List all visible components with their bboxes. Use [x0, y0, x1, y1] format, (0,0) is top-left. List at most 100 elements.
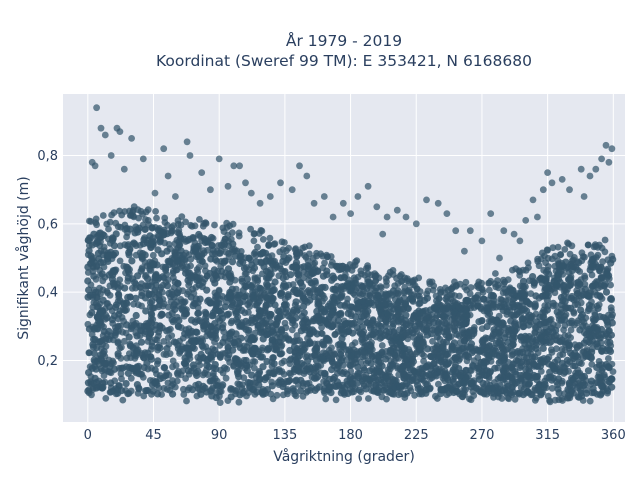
scatter-point-outlier — [383, 213, 391, 221]
scatter-point — [601, 236, 609, 244]
scatter-point — [445, 359, 453, 367]
scatter-point — [575, 259, 583, 267]
scatter-point — [109, 279, 117, 287]
scatter-point — [497, 295, 505, 303]
x-tick-label: 135 — [272, 428, 297, 443]
scatter-point — [249, 295, 257, 303]
scatter-point — [539, 309, 547, 317]
scatter-point — [500, 300, 508, 309]
scatter-point — [513, 308, 521, 316]
scatter-point — [523, 354, 531, 362]
scatter-point — [337, 311, 345, 319]
scatter-point — [143, 322, 151, 330]
scatter-point — [329, 322, 337, 330]
scatter-point — [112, 230, 120, 238]
scatter-point — [309, 254, 317, 262]
scatter-point — [148, 310, 156, 318]
scatter-point — [276, 248, 284, 256]
scatter-point — [144, 349, 152, 357]
scatter-point — [154, 390, 162, 398]
scatter-point — [110, 268, 119, 276]
scatter-point — [93, 293, 101, 301]
scatter-point — [347, 361, 355, 369]
scatter-point — [240, 264, 249, 272]
scatter-point-outlier — [339, 199, 347, 207]
scatter-point — [216, 351, 224, 359]
scatter-point — [224, 265, 233, 273]
scatter-point — [386, 346, 394, 354]
scatter-point — [341, 320, 349, 328]
scatter-point — [419, 309, 427, 317]
scatter-point — [571, 362, 579, 370]
scatter-point — [259, 363, 267, 371]
scatter-point — [430, 359, 438, 368]
scatter-point — [469, 362, 477, 370]
scatter-point — [105, 252, 113, 260]
scatter-points — [84, 104, 617, 406]
scatter-point — [156, 297, 164, 305]
scatter-point — [259, 319, 267, 327]
scatter-point — [129, 317, 137, 325]
scatter-point — [598, 330, 606, 338]
scatter-point — [533, 318, 541, 326]
scatter-point — [193, 371, 201, 380]
scatter-point — [593, 363, 601, 372]
scatter-point — [328, 366, 336, 374]
scatter-point — [255, 376, 264, 384]
scatter-point — [479, 286, 486, 294]
scatter-point — [196, 216, 203, 223]
scatter-point — [337, 274, 345, 282]
scatter-point — [152, 378, 160, 386]
scatter-point — [467, 396, 475, 404]
scatter-point — [156, 236, 164, 245]
scatter-point — [529, 360, 537, 368]
scatter-point — [287, 271, 295, 279]
scatter-point — [354, 363, 362, 371]
scatter-point — [396, 296, 404, 304]
scatter-point — [228, 258, 237, 266]
scatter-point — [454, 315, 462, 323]
chart-title-line2: Koordinat (Sweref 99 TM): E 353421, N 61… — [156, 52, 532, 70]
scatter-point — [183, 263, 191, 271]
scatter-point — [383, 278, 390, 285]
scatter-point — [188, 386, 197, 394]
scatter-point — [530, 279, 539, 287]
scatter-point — [353, 257, 361, 265]
scatter-point — [372, 296, 380, 304]
scatter-point — [372, 284, 380, 292]
scatter-point — [517, 358, 526, 366]
scatter-point — [580, 339, 588, 347]
scatter-point — [475, 278, 483, 286]
scatter-point — [325, 354, 333, 362]
scatter-point-outlier — [364, 182, 372, 190]
scatter-point — [480, 295, 488, 303]
scatter-point — [155, 332, 162, 340]
scatter-point — [234, 294, 242, 302]
scatter-point — [263, 280, 271, 288]
scatter-point — [351, 339, 359, 346]
scatter-point — [286, 346, 294, 355]
scatter-point — [158, 324, 166, 332]
scatter-point — [221, 303, 229, 311]
scatter-point — [124, 293, 132, 301]
scatter-point — [97, 321, 105, 329]
scatter-point — [152, 273, 160, 281]
scatter-point — [509, 286, 517, 294]
scatter-point — [114, 284, 122, 292]
scatter-point — [567, 326, 575, 334]
scatter-point — [169, 357, 177, 365]
scatter-point — [365, 395, 372, 402]
scatter-point — [175, 316, 183, 324]
scatter-point — [135, 214, 143, 222]
scatter-point — [354, 369, 362, 377]
scatter-point — [212, 299, 220, 308]
scatter-point — [99, 286, 107, 294]
scatter-point — [499, 276, 507, 284]
scatter-point — [406, 366, 415, 374]
scatter-point — [168, 316, 176, 324]
scatter-point — [549, 244, 557, 252]
scatter-point — [388, 339, 396, 347]
scatter-point — [550, 278, 558, 286]
scatter-point — [501, 285, 509, 293]
scatter-point — [541, 336, 550, 344]
